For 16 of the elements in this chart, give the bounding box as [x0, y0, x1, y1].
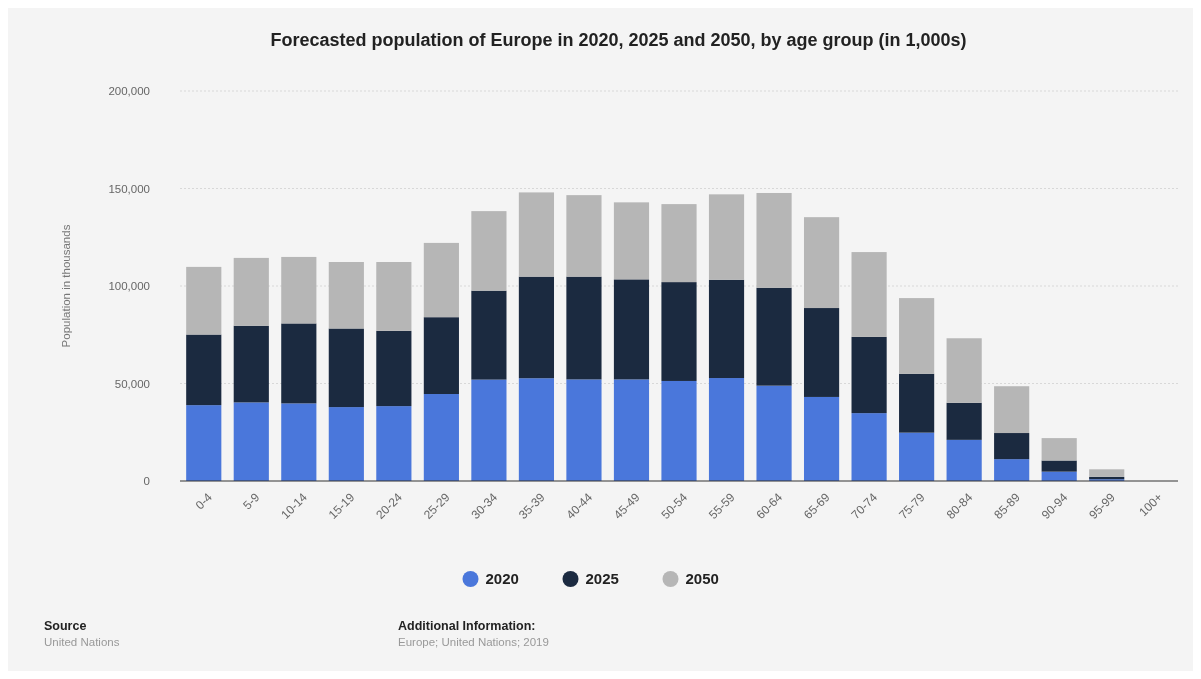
x-tick-label: 0-4 [192, 489, 216, 513]
text: Additional Information: [398, 619, 536, 633]
legend-label: 2050 [685, 570, 719, 588]
legend-label: 2025 [585, 570, 619, 588]
y-axis-title: Population in thousands [60, 224, 72, 348]
y-tick-label: 150,000 [108, 182, 150, 195]
text: United Nations [44, 636, 120, 648]
text: Europe; United Nations; 2019 [398, 636, 549, 648]
x-tick-label: 5-9 [240, 489, 263, 513]
y-tick-label: 50,000 [114, 377, 150, 390]
y-tick-label: 100,000 [108, 280, 150, 293]
y-tick-label: 200,000 [108, 85, 150, 98]
text: Source [44, 619, 87, 633]
legend-label: 2020 [485, 570, 519, 588]
y-tick-label: 0 [143, 475, 150, 488]
chart-title: Forecasted population of Europe in 2020, 2025 and 2050, by age group (in 1,000s) [270, 30, 967, 50]
